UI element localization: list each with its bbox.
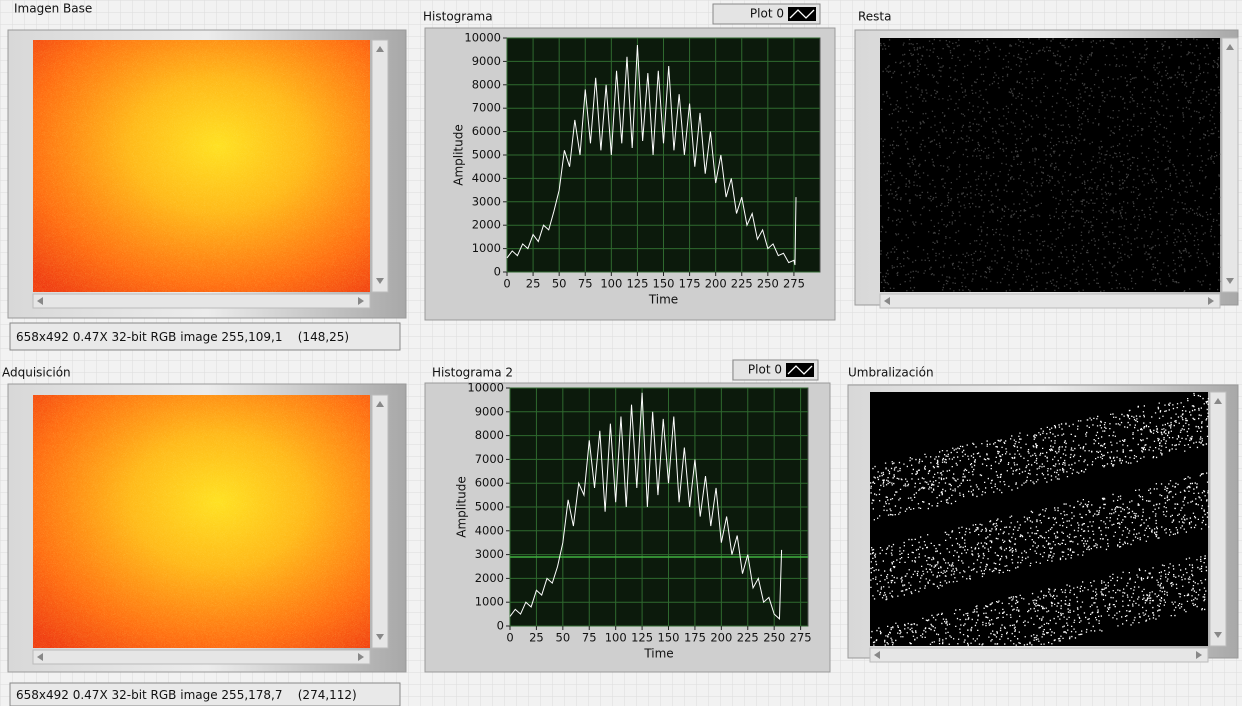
x-tick-label: 0 — [506, 631, 513, 645]
y-tick-label: 10000 — [464, 31, 501, 45]
image-grain — [33, 40, 370, 292]
horizontal-scrollbar[interactable] — [880, 294, 1220, 308]
y-tick-label: 5000 — [475, 500, 504, 514]
vertical-scrollbar[interactable] — [372, 40, 388, 292]
x-tick-label: 0 — [503, 277, 510, 291]
image-grain — [33, 395, 370, 648]
image-info: 658x492 0.47X 32-bit RGB image 255,178,7… — [16, 688, 357, 702]
horizontal-scrollbar[interactable] — [870, 648, 1208, 662]
x-tick-label: 225 — [731, 277, 753, 291]
x-tick-label: 25 — [526, 277, 541, 291]
y-tick-label: 0 — [494, 265, 501, 279]
display-label: Adquisición — [2, 366, 71, 380]
y-tick-label: 9000 — [475, 404, 504, 418]
x-tick-label: 200 — [705, 277, 727, 291]
y-tick-label: 10000 — [467, 381, 504, 395]
y-axis-label: Amplitude — [455, 476, 469, 538]
x-tick-label: 200 — [710, 631, 732, 645]
y-tick-label: 4000 — [475, 523, 504, 537]
vertical-scrollbar[interactable] — [1210, 392, 1226, 646]
x-tick-label: 50 — [556, 631, 571, 645]
x-axis-label: Time — [643, 647, 673, 661]
vertical-scrollbar[interactable] — [1222, 38, 1238, 292]
x-tick-label: 150 — [658, 631, 680, 645]
x-tick-label: 75 — [578, 277, 593, 291]
x-tick-label: 225 — [737, 631, 759, 645]
display-label: Umbralización — [848, 366, 934, 380]
x-tick-label: 25 — [529, 631, 544, 645]
page: Imagen Base 658x492 0.47X 32-bit RGB imag… — [0, 0, 1242, 706]
y-tick-label: 6000 — [475, 476, 504, 490]
front-panel: Imagen Base 658x492 0.47X 32-bit RGB imag… — [0, 0, 1242, 706]
graph-title: Histograma 2 — [432, 366, 513, 380]
vertical-scrollbar[interactable] — [372, 395, 388, 648]
y-tick-label: 9000 — [472, 54, 501, 68]
x-tick-label: 175 — [679, 277, 701, 291]
x-axis-label: Time — [648, 293, 678, 307]
x-tick-label: 150 — [653, 277, 675, 291]
image-info: 658x492 0.47X 32-bit RGB image 255,109,1… — [16, 330, 349, 344]
y-tick-label: 6000 — [472, 124, 501, 138]
y-tick-label: 7000 — [475, 452, 504, 466]
x-tick-label: 250 — [763, 631, 785, 645]
horizontal-scrollbar[interactable] — [33, 294, 370, 308]
x-tick-label: 100 — [605, 631, 627, 645]
x-tick-label: 100 — [600, 277, 622, 291]
x-tick-label: 175 — [684, 631, 706, 645]
y-tick-label: 3000 — [472, 194, 501, 208]
y-tick-label: 5000 — [472, 148, 501, 162]
y-tick-label: 3000 — [475, 547, 504, 561]
y-tick-label: 7000 — [472, 101, 501, 115]
y-tick-label: 2000 — [472, 218, 501, 232]
y-tick-label: 1000 — [472, 241, 501, 255]
x-tick-label: 125 — [631, 631, 653, 645]
display-label: Resta — [858, 10, 892, 24]
y-tick-label: 8000 — [475, 428, 504, 442]
y-tick-label: 8000 — [472, 77, 501, 91]
y-axis-label: Amplitude — [452, 124, 466, 186]
y-tick-label: 4000 — [472, 171, 501, 185]
x-tick-label: 250 — [757, 277, 779, 291]
horizontal-scrollbar[interactable] — [33, 650, 370, 664]
x-tick-label: 275 — [783, 277, 805, 291]
graph-title: Histograma — [423, 10, 493, 24]
x-tick-label: 275 — [790, 631, 812, 645]
x-tick-label: 75 — [582, 631, 597, 645]
legend-label[interactable]: Plot 0 — [750, 7, 784, 21]
image-area — [880, 38, 1220, 292]
y-tick-label: 1000 — [475, 595, 504, 609]
x-tick-label: 50 — [552, 277, 567, 291]
y-tick-label: 0 — [497, 619, 504, 633]
legend-label[interactable]: Plot 0 — [748, 363, 782, 377]
x-tick-label: 125 — [626, 277, 648, 291]
y-tick-label: 2000 — [475, 571, 504, 585]
display-label: Imagen Base — [14, 2, 92, 16]
